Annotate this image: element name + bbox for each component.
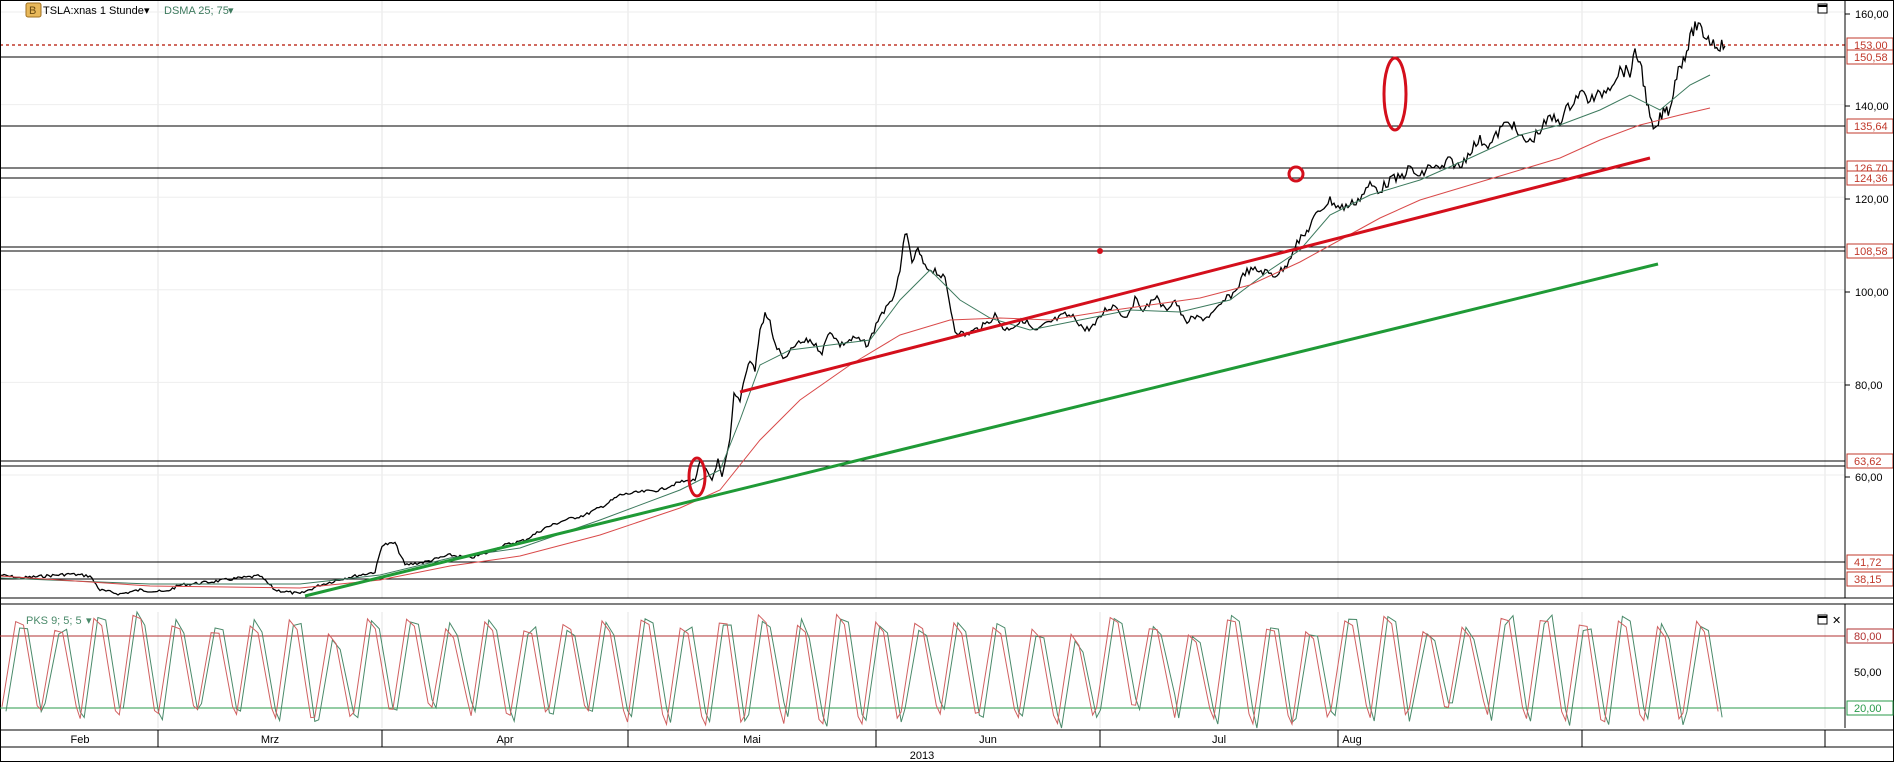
oscillator-panel: PKS 9; 5; 5 ▾ ✕ 80,00 50,00 20,00 <box>0 604 1894 729</box>
price-label-text: 150,58 <box>1854 52 1888 64</box>
level-price-label[interactable]: 108,58 <box>1846 243 1894 259</box>
price-label-text: 124,36 <box>1854 173 1888 185</box>
oscillator-dropdown-icon[interactable]: ▾ <box>86 615 92 627</box>
level-price-label[interactable]: 38,15 <box>1846 571 1894 587</box>
price-label-text: 38,15 <box>1854 574 1882 586</box>
year-label: 2013 <box>910 750 934 762</box>
month-tick-label: Mai <box>743 734 761 746</box>
level-price-label[interactable]: 124,36 <box>1846 170 1894 186</box>
price-tick-label: 140,00 <box>1855 101 1889 113</box>
price-axis-background <box>1845 0 1894 598</box>
level-price-label[interactable]: 63,62 <box>1846 453 1894 469</box>
price-line[interactable] <box>0 21 1726 596</box>
highlight-dot <box>1097 248 1103 254</box>
highlight-ellipse[interactable] <box>1382 56 1408 132</box>
price-label-text: 153,00 <box>1854 40 1888 52</box>
time-axis: Feb Mrz Apr Mai Jun Jul Aug 2013 <box>0 729 1894 762</box>
symbol-label[interactable]: TSLA:xnas 1 Stunde <box>43 5 144 17</box>
month-tick-label: Mrz <box>261 734 279 746</box>
maximize-icon[interactable] <box>1817 3 1828 14</box>
oscillator-k-line[interactable] <box>1 613 1719 727</box>
red-trendline[interactable] <box>739 156 1651 394</box>
sma-slow-line[interactable] <box>0 107 1711 589</box>
chart-header: B TSLA:xnas 1 Stunde ▾ DSMA 25; 75 ▾ <box>25 2 1828 18</box>
month-tick-label: Aug <box>1342 734 1362 746</box>
indicator-dropdown-icon[interactable]: ▾ <box>228 5 234 17</box>
grid <box>0 0 1845 728</box>
oscillator-tick-label: 20,00 <box>1854 703 1882 715</box>
indicator-label[interactable]: DSMA 25; 75 <box>164 5 229 17</box>
level-price-label[interactable]: 41,72 <box>1846 554 1894 570</box>
oscillator-tick-label: 80,00 <box>1854 631 1882 643</box>
oscillator-close-icon[interactable]: ✕ <box>1832 615 1841 627</box>
oscillator-d-line[interactable] <box>5 610 1723 729</box>
price-tick-label: 160,00 <box>1855 9 1889 21</box>
level-price-label[interactable]: 135,64 <box>1846 118 1894 134</box>
price-tick-label: 120,00 <box>1855 194 1889 206</box>
month-tick-label: Jul <box>1212 734 1226 746</box>
highlight-ellipse[interactable] <box>687 456 707 498</box>
oscillator-level-box <box>1846 700 1894 716</box>
highlight-ellipse[interactable] <box>1287 165 1305 183</box>
oscillator-maximize-icon[interactable] <box>1817 614 1828 625</box>
price-label-text: 135,64 <box>1854 121 1888 133</box>
price-label-text: 63,62 <box>1854 456 1882 468</box>
price-tick-label: 100,00 <box>1855 287 1889 299</box>
price-axis: 160,00 140,00 120,00 100,00 80,00 60,00 153,00… <box>1844 0 1894 598</box>
month-tick-label: Feb <box>71 734 90 746</box>
price-label-text: 108,58 <box>1854 246 1888 258</box>
oscillator-tick-label: 50,00 <box>1854 667 1882 679</box>
symbol-dropdown-icon[interactable]: ▾ <box>144 5 150 17</box>
oscillator-level-box <box>1846 628 1894 644</box>
chart-badge-glyph: B <box>29 5 36 17</box>
price-tick-label: 80,00 <box>1855 380 1883 392</box>
oscillator-label[interactable]: PKS 9; 5; 5 <box>26 615 82 627</box>
price-label-text: 41,72 <box>1854 557 1882 569</box>
level-price-label[interactable]: 150,58 <box>1846 49 1894 65</box>
green-trendline[interactable] <box>304 262 1659 598</box>
month-tick-label: Jun <box>979 734 997 746</box>
chart-badge-icon[interactable] <box>25 2 42 18</box>
current-price-label[interactable]: 153,00 <box>1846 37 1894 53</box>
level-lines <box>0 44 1845 580</box>
month-tick-label: Apr <box>496 734 513 746</box>
price-tick-label: 60,00 <box>1855 472 1883 484</box>
